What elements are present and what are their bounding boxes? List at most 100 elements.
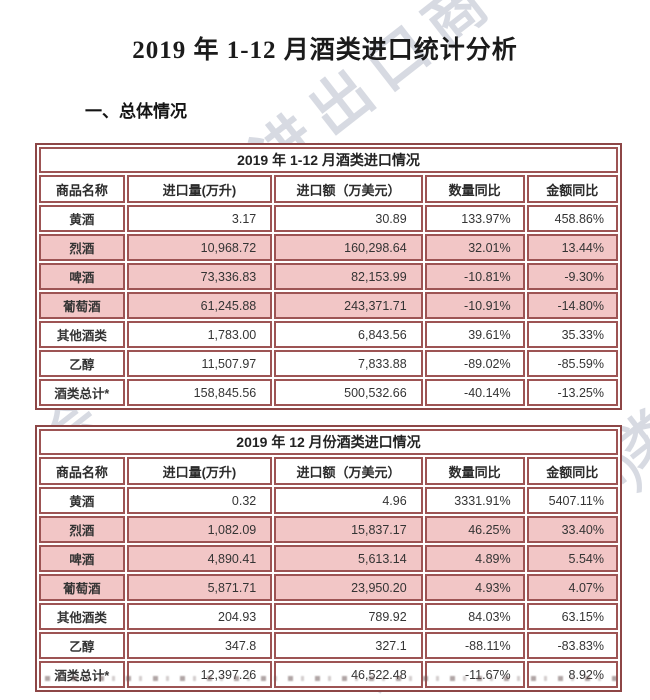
volume-yoy-cell: -88.11%: [424, 632, 525, 659]
page-title: 2019 年 1-12 月酒类进口统计分析: [132, 37, 518, 64]
product-name-cell: 烈酒: [39, 516, 125, 543]
table-header-row: 商品名称 进口量(万升) 进口额（万美元） 数量同比 金额同比: [39, 175, 618, 203]
import-value-cell: 4.96: [274, 487, 423, 514]
import-volume-cell: 10,968.72: [126, 234, 273, 261]
import-value-cell: 15,837.17: [274, 516, 423, 543]
value-yoy-cell: 4.07%: [526, 574, 618, 601]
value-yoy-cell: -85.59%: [526, 350, 618, 377]
value-yoy-cell: -14.80%: [526, 292, 618, 319]
volume-yoy-cell: -10.81%: [424, 263, 525, 290]
value-yoy-cell: 35.33%: [526, 321, 618, 348]
table-row: 啤酒 4,890.41 5,613.14 4.89% 5.54%: [39, 545, 618, 572]
column-header: 商品名称: [39, 457, 125, 485]
table-title-row: 2019 年 12 月份酒类进口情况: [39, 429, 618, 455]
table-row: 烈酒 1,082.09 15,837.17 46.25% 33.40%: [39, 516, 618, 543]
import-volume-cell: 11,507.97: [126, 350, 273, 377]
import-value-cell: 789.92: [274, 603, 423, 630]
product-name-cell: 乙醇: [39, 350, 125, 377]
product-name-cell: 葡萄酒: [39, 292, 125, 319]
volume-yoy-cell: -10.91%: [424, 292, 525, 319]
value-yoy-cell: 458.86%: [526, 205, 618, 232]
table-title-row: 2019 年 1-12 月酒类进口情况: [39, 147, 618, 173]
product-name-cell: 啤酒: [39, 545, 125, 572]
import-value-cell: 500,532.66: [274, 379, 423, 406]
volume-yoy-cell: -11.67%: [424, 661, 525, 688]
column-header: 数量同比: [424, 175, 525, 203]
value-yoy-cell: 63.15%: [526, 603, 618, 630]
product-name-cell: 其他酒类: [39, 603, 125, 630]
column-header: 数量同比: [424, 457, 525, 485]
value-yoy-cell: 8.92%: [526, 661, 618, 688]
import-value-cell: 82,153.99: [274, 263, 423, 290]
volume-yoy-cell: 133.97%: [424, 205, 525, 232]
import-value-cell: 23,950.20: [274, 574, 423, 601]
value-yoy-cell: -9.30%: [526, 263, 618, 290]
table-row: 黄酒 0.32 4.96 3331.91% 5407.11%: [39, 487, 618, 514]
column-header: 进口量(万升): [126, 175, 273, 203]
value-yoy-cell: 13.44%: [526, 234, 618, 261]
column-header: 商品名称: [39, 175, 125, 203]
december-import-table: 2019 年 12 月份酒类进口情况 商品名称 进口量(万升) 进口额（万美元） 数量…: [35, 425, 622, 692]
value-yoy-cell: -13.25%: [526, 379, 618, 406]
product-name-cell: 乙醇: [39, 632, 125, 659]
volume-yoy-cell: -40.14%: [424, 379, 525, 406]
volume-yoy-cell: 4.89%: [424, 545, 525, 572]
import-volume-cell: 204.93: [126, 603, 273, 630]
product-name-cell: 其他酒类: [39, 321, 125, 348]
table-row: 其他酒类 1,783.00 6,843.56 39.61% 35.33%: [39, 321, 618, 348]
product-name-cell: 烈酒: [39, 234, 125, 261]
volume-yoy-cell: 3331.91%: [424, 487, 525, 514]
column-header: 进口额（万美元）: [274, 175, 423, 203]
volume-yoy-cell: 32.01%: [424, 234, 525, 261]
column-header: 进口额（万美元）: [274, 457, 423, 485]
table-row: 葡萄酒 5,871.71 23,950.20 4.93% 4.07%: [39, 574, 618, 601]
import-volume-cell: 4,890.41: [126, 545, 273, 572]
volume-yoy-cell: 4.93%: [424, 574, 525, 601]
import-value-cell: 5,613.14: [274, 545, 423, 572]
blurred-footnote-line: [45, 676, 620, 681]
table-row: 乙醇 347.8 327.1 -88.11% -83.83%: [39, 632, 618, 659]
volume-yoy-cell: 84.03%: [424, 603, 525, 630]
import-volume-cell: 0.32: [126, 487, 273, 514]
table-title: 2019 年 12 月份酒类进口情况: [39, 429, 618, 455]
import-volume-cell: 73,336.83: [126, 263, 273, 290]
volume-yoy-cell: -89.02%: [424, 350, 525, 377]
column-header: 金额同比: [526, 175, 618, 203]
import-value-cell: 327.1: [274, 632, 423, 659]
volume-yoy-cell: 39.61%: [424, 321, 525, 348]
import-volume-cell: 61,245.88: [126, 292, 273, 319]
product-name-cell: 葡萄酒: [39, 574, 125, 601]
table-row: 乙醇 11,507.97 7,833.88 -89.02% -85.59%: [39, 350, 618, 377]
product-name-cell: 黄酒: [39, 487, 125, 514]
product-name-cell: 啤酒: [39, 263, 125, 290]
table-row: 啤酒 73,336.83 82,153.99 -10.81% -9.30%: [39, 263, 618, 290]
product-name-cell: 酒类总计*: [39, 661, 125, 688]
product-name-cell: 黄酒: [39, 205, 125, 232]
import-volume-cell: 158,845.56: [126, 379, 273, 406]
import-value-cell: 46,522.48: [274, 661, 423, 688]
annual-import-table: 2019 年 1-12 月酒类进口情况 商品名称 进口量(万升) 进口额（万美元）数…: [35, 143, 622, 410]
volume-yoy-cell: 46.25%: [424, 516, 525, 543]
value-yoy-cell: 33.40%: [526, 516, 618, 543]
table-row: 葡萄酒 61,245.88 243,371.71 -10.91% -14.80%: [39, 292, 618, 319]
table-title: 2019 年 1-12 月酒类进口情况: [39, 147, 618, 173]
table-row: 黄酒 3.17 30.89 133.97% 458.86%: [39, 205, 618, 232]
value-yoy-cell: -83.83%: [526, 632, 618, 659]
table-row: 其他酒类 204.93 789.92 84.03% 63.15%: [39, 603, 618, 630]
import-volume-cell: 347.8: [126, 632, 273, 659]
table-header-row: 商品名称 进口量(万升) 进口额（万美元） 数量同比 金额同比: [39, 457, 618, 485]
import-value-cell: 30.89: [274, 205, 423, 232]
value-yoy-cell: 5.54%: [526, 545, 618, 572]
import-value-cell: 7,833.88: [274, 350, 423, 377]
column-header: 金额同比: [526, 457, 618, 485]
import-volume-cell: 1,783.00: [126, 321, 273, 348]
import-volume-cell: 12,397.26: [126, 661, 273, 688]
import-volume-cell: 1,082.09: [126, 516, 273, 543]
import-value-cell: 243,371.71: [274, 292, 423, 319]
section-heading: 一、总体情况: [85, 102, 187, 121]
import-volume-cell: 5,871.71: [126, 574, 273, 601]
import-value-cell: 160,298.64: [274, 234, 423, 261]
product-name-cell: 酒类总计*: [39, 379, 125, 406]
